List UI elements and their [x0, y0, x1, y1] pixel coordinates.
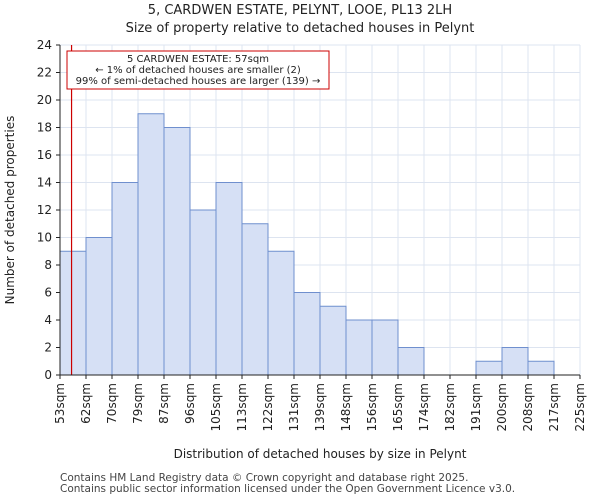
annotation-box [66, 50, 330, 90]
footer-licence: Contains public sector information licen… [60, 483, 516, 495]
y-tick-label: 20 [37, 93, 52, 107]
histogram-bar [527, 360, 555, 376]
x-tick-label: 96sqm [183, 383, 197, 424]
y-tick-label: 2 [44, 341, 52, 355]
x-tick-label: 165sqm [391, 383, 405, 431]
y-tick-label: 8 [44, 258, 52, 272]
x-tick-label: 156sqm [365, 383, 379, 431]
x-tick-label: 208sqm [521, 383, 535, 431]
x-tick-label: 174sqm [417, 383, 431, 431]
x-tick-label: 148sqm [339, 383, 353, 431]
y-tick-label: 6 [44, 286, 52, 300]
bars [59, 113, 555, 376]
x-tick-label: 225sqm [573, 383, 587, 431]
y-tick-label: 0 [44, 368, 52, 382]
x-tick-label: 79sqm [131, 383, 145, 424]
x-tick-label: 182sqm [443, 383, 457, 431]
x-tick-label: 53sqm [53, 383, 67, 424]
x-tick-label: 200sqm [495, 383, 509, 431]
histogram-bar [137, 113, 165, 376]
x-tick-label: 70sqm [105, 383, 119, 424]
y-axis-label: Number of detached properties [3, 116, 17, 305]
annotation-smaller-text: ← 1% of detached houses are smaller (2) [95, 65, 301, 76]
footer-copyright: Contains HM Land Registry data © Crown c… [60, 472, 469, 484]
y-tick-label: 16 [37, 148, 52, 162]
histogram-bar [85, 237, 113, 376]
x-tick-label: 131sqm [287, 383, 301, 431]
x-tick-label: 191sqm [469, 383, 483, 431]
histogram-bar [371, 319, 399, 376]
x-tick-label: 87sqm [157, 383, 171, 424]
histogram-bar [501, 347, 529, 376]
x-tick-label: 105sqm [209, 383, 223, 431]
y-tick-label: 24 [37, 38, 52, 52]
histogram-bar [111, 182, 139, 376]
histogram-bar [345, 319, 373, 376]
chart-subtitle: Size of property relative to detached ho… [125, 21, 475, 36]
histogram-bar [267, 250, 295, 376]
y-tick-label: 12 [37, 203, 52, 217]
histogram-bar [241, 223, 269, 376]
annotation-title: 5 CARDWEN ESTATE: 57sqm [127, 54, 269, 65]
annotation-larger-text: 99% of semi-detached houses are larger (… [76, 76, 321, 87]
histogram-bar [59, 250, 87, 376]
x-tick-label: 139sqm [313, 383, 327, 431]
y-tick-label: 10 [37, 231, 52, 245]
histogram-bar [189, 209, 217, 376]
x-tick-label: 122sqm [261, 383, 275, 431]
x-tick-label: 217sqm [547, 383, 561, 431]
x-axis-label: Distribution of detached houses by size … [174, 447, 467, 461]
y-tick-label: 4 [44, 313, 52, 327]
histogram-bar [215, 182, 243, 376]
y-tick-label: 22 [37, 66, 52, 80]
histogram-bar [319, 305, 347, 376]
y-tick-label: 18 [37, 121, 52, 135]
annotation: 5 CARDWEN ESTATE: 57sqm ← 1% of detached… [66, 50, 330, 90]
x-tick-label: 62sqm [79, 383, 93, 424]
page-title: 5, CARDWEN ESTATE, PELYNT, LOOE, PL13 2L… [147, 3, 453, 18]
histogram-bar [293, 292, 321, 376]
y-tick-label: 14 [37, 176, 52, 190]
histogram-bar [163, 127, 191, 376]
histogram-bar [475, 360, 503, 376]
histogram-bar [397, 347, 425, 376]
x-tick-label: 113sqm [235, 383, 249, 431]
